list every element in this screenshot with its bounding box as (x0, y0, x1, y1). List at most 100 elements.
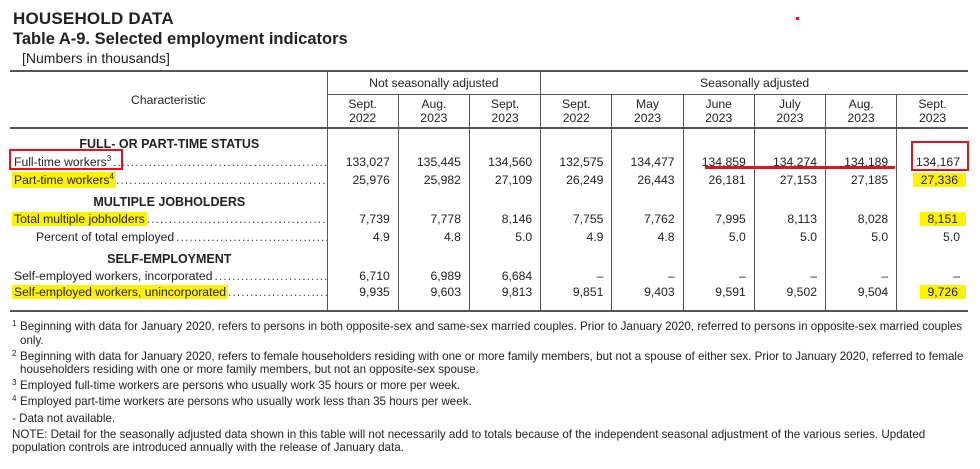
units-note: [Numbers in thousands] (22, 50, 170, 66)
footnote-ref: 4 (109, 172, 114, 182)
value: 4.8 (444, 230, 461, 244)
value: 9,813 (501, 285, 533, 299)
period-year: 2023 (705, 110, 733, 125)
value: 9,403 (644, 285, 675, 299)
value: 25,982 (423, 173, 461, 187)
empty-cell (540, 128, 612, 152)
column-header-characteristic: Characteristic (10, 70, 328, 129)
value: 5.0 (871, 230, 889, 244)
red-box-full-time-label (9, 149, 123, 170)
value-cell: 135,445 (397, 152, 470, 171)
column-header-period: May 2023 (611, 94, 684, 129)
footnotes: 1 Beginning with data for January 2020, r… (12, 319, 972, 457)
value-cell: 9,591 (682, 285, 755, 312)
value: 27,109 (494, 173, 533, 187)
value-cell: 7,778 (397, 210, 470, 228)
value-cell: 9,851 (540, 285, 612, 312)
empty-cell (682, 128, 755, 152)
section-heading-row: SELF-EMPLOYMENT (10, 246, 968, 267)
value-cell: – (896, 267, 968, 285)
row-label: Self-employed workers, unincorporated (12, 285, 229, 299)
row-label: Total multiple jobholders (12, 212, 147, 226)
value-cell: 5.0 (468, 228, 541, 246)
value-cell: 6,684 (468, 267, 541, 285)
value-cell: 8,151 (896, 210, 968, 228)
period-month: Sept. (490, 96, 520, 111)
empty-cell (896, 189, 968, 210)
value-cell: 7,995 (682, 210, 755, 228)
value: 9,851 (572, 285, 604, 299)
table-row: Part-time workers4......................… (10, 171, 968, 189)
empty-cell (896, 246, 968, 267)
value-cell: 5.0 (824, 228, 897, 246)
value: 6,684 (501, 269, 533, 283)
value-cell: 132,575 (540, 152, 612, 171)
row-label-text: Part-time workers (14, 173, 110, 188)
value: 9,502 (786, 285, 818, 299)
period-month: June (705, 96, 732, 111)
value: 7,739 (359, 212, 390, 226)
value: – (739, 269, 746, 283)
row-label: Full-time workers3 (12, 154, 113, 169)
row-label-text: Full-time workers (14, 155, 107, 170)
row-label-text: Self-employed workers, incorporated (14, 269, 213, 283)
value-cell: – (753, 267, 826, 285)
row-label-cell: Part-time workers4......................… (10, 171, 327, 189)
value-cell: 26,443 (611, 171, 684, 189)
value-cell: 9,603 (397, 285, 470, 312)
empty-cell (753, 246, 826, 267)
table-title: Table A-9. Selected employment indicator… (13, 30, 348, 48)
period-year: 2022 (562, 110, 590, 125)
empty-cell (682, 189, 755, 210)
footnote-mark: 3 (12, 378, 17, 388)
value-cell: – (540, 267, 612, 285)
row-label-cell: Percent of total employed...............… (10, 228, 327, 246)
empty-cell (824, 189, 897, 210)
row-label-text: Percent of total employed (36, 230, 175, 244)
empty-cell (468, 189, 541, 210)
value-cell: 25,976 (326, 171, 399, 189)
section-title: HOUSEHOLD DATA (13, 9, 174, 28)
empty-cell (824, 128, 897, 152)
empty-cell (540, 246, 612, 267)
value: 26,181 (708, 173, 746, 187)
column-header-period: Aug. 2023 (824, 94, 897, 129)
empty-cell (468, 128, 541, 152)
value-cell: 9,504 (824, 285, 897, 312)
section-heading-row: MULTIPLE JOBHOLDERS (10, 189, 968, 210)
value-cell: 134,560 (468, 152, 541, 171)
value-cell: 4.8 (397, 228, 470, 246)
leader-dots: ........................................… (115, 173, 327, 188)
value: 5.0 (943, 230, 960, 244)
value: 7,995 (715, 212, 746, 226)
leader-dots: ........................................… (214, 269, 327, 283)
value: 9,935 (359, 285, 390, 299)
value-cell: 26,249 (540, 171, 612, 189)
empty-cell (682, 246, 755, 267)
section-heading-row: FULL- OR PART-TIME STATUS (10, 128, 968, 152)
table-row: Self-employed workers, incorporated.....… (10, 267, 968, 285)
value: 134,274 (772, 154, 817, 169)
table-row: Percent of total employed...............… (10, 228, 968, 246)
red-dot-mark (796, 17, 799, 20)
value-cell: 27,109 (468, 171, 541, 189)
period-year: 2023 (847, 110, 875, 125)
red-box-sept-2023-value (911, 141, 969, 171)
value-cell: 27,153 (753, 171, 826, 189)
value: 25,976 (352, 173, 390, 187)
footnote-ref: 3 (106, 153, 112, 163)
value: 4.9 (372, 230, 390, 244)
empty-cell (611, 128, 684, 152)
leader-dots: ........................................… (113, 155, 327, 170)
value: 8,028 (857, 212, 889, 226)
column-header-period: Sept. 2023 (896, 94, 968, 129)
row-label-cell: Self-employed workers, incorporated.....… (10, 267, 327, 285)
value: 5.0 (515, 230, 533, 244)
row-label-text: Self-employed workers, unincorporated (14, 285, 227, 299)
value: 9,603 (430, 285, 461, 299)
value-cell: 25,982 (397, 171, 470, 189)
empty-cell (397, 189, 470, 210)
value: 135,445 (416, 154, 461, 169)
value: 134,477 (630, 154, 675, 169)
row-label-text: Total multiple jobholders (14, 212, 145, 226)
